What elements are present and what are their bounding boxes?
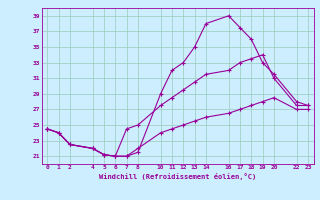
X-axis label: Windchill (Refroidissement éolien,°C): Windchill (Refroidissement éolien,°C) [99, 173, 256, 180]
